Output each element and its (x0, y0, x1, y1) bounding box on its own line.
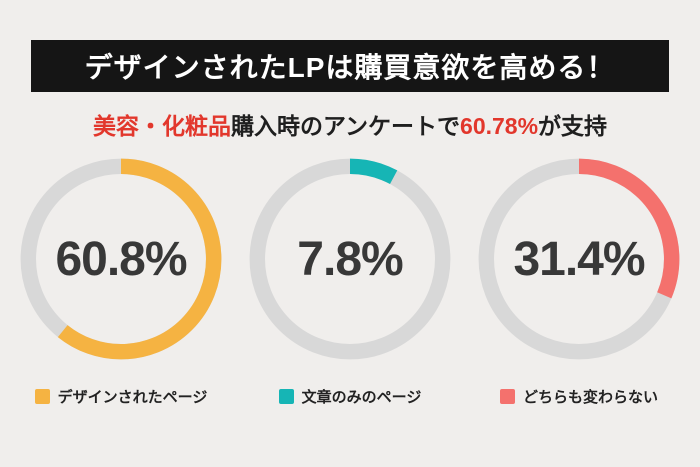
legend-text-only-page: 文章のみのページ (278, 386, 422, 407)
legend-no-difference: どちらも変わらない (499, 386, 658, 407)
donut-value-label: 7.8% (297, 232, 403, 286)
legend-label: 文章のみのページ (301, 389, 422, 406)
donut-chart-text-only-page: 7.8% (247, 156, 453, 362)
donut-chart-no-difference: 31.4% (476, 156, 682, 362)
donut-ring (249, 158, 451, 360)
legend-designed-page: デザインされたページ (34, 386, 208, 407)
charts-row: 60.8% デザインされたページ 7.8% 文章のみのページ (18, 156, 682, 407)
donut-value-label: 60.8% (55, 232, 187, 286)
page-title: デザインされたLPは購買意欲を高める！ (84, 52, 616, 83)
donut-value-label: 31.4% (513, 232, 645, 286)
legend-label: どちらも変わらない (522, 389, 658, 406)
donut-ring (20, 158, 222, 360)
legend-swatch-icon (278, 389, 294, 404)
subtitle-category-highlight: 美容・化粧品 (92, 113, 231, 139)
subtitle-percent-highlight: 60.78% (460, 113, 539, 139)
chart-block-no-difference: 31.4% どちらも変わらない (476, 156, 682, 407)
donut-chart-designed-page: 60.8% (18, 156, 224, 362)
subtitle-text-1: 購入時のアンケートで (230, 113, 461, 139)
title-banner: デザインされたLPは購買意欲を高める！ (31, 40, 669, 92)
legend-swatch-icon (34, 389, 50, 404)
chart-block-designed-page: 60.8% デザインされたページ (18, 156, 224, 407)
chart-block-text-only-page: 7.8% 文章のみのページ (247, 156, 453, 407)
donut-ring (478, 158, 680, 360)
subtitle: 美容・化粧品購入時のアンケートで60.78%が支持 (0, 107, 700, 141)
legend-label: デザインされたページ (57, 389, 208, 406)
subtitle-text-2: が支持 (538, 113, 608, 139)
legend-swatch-icon (499, 389, 515, 404)
